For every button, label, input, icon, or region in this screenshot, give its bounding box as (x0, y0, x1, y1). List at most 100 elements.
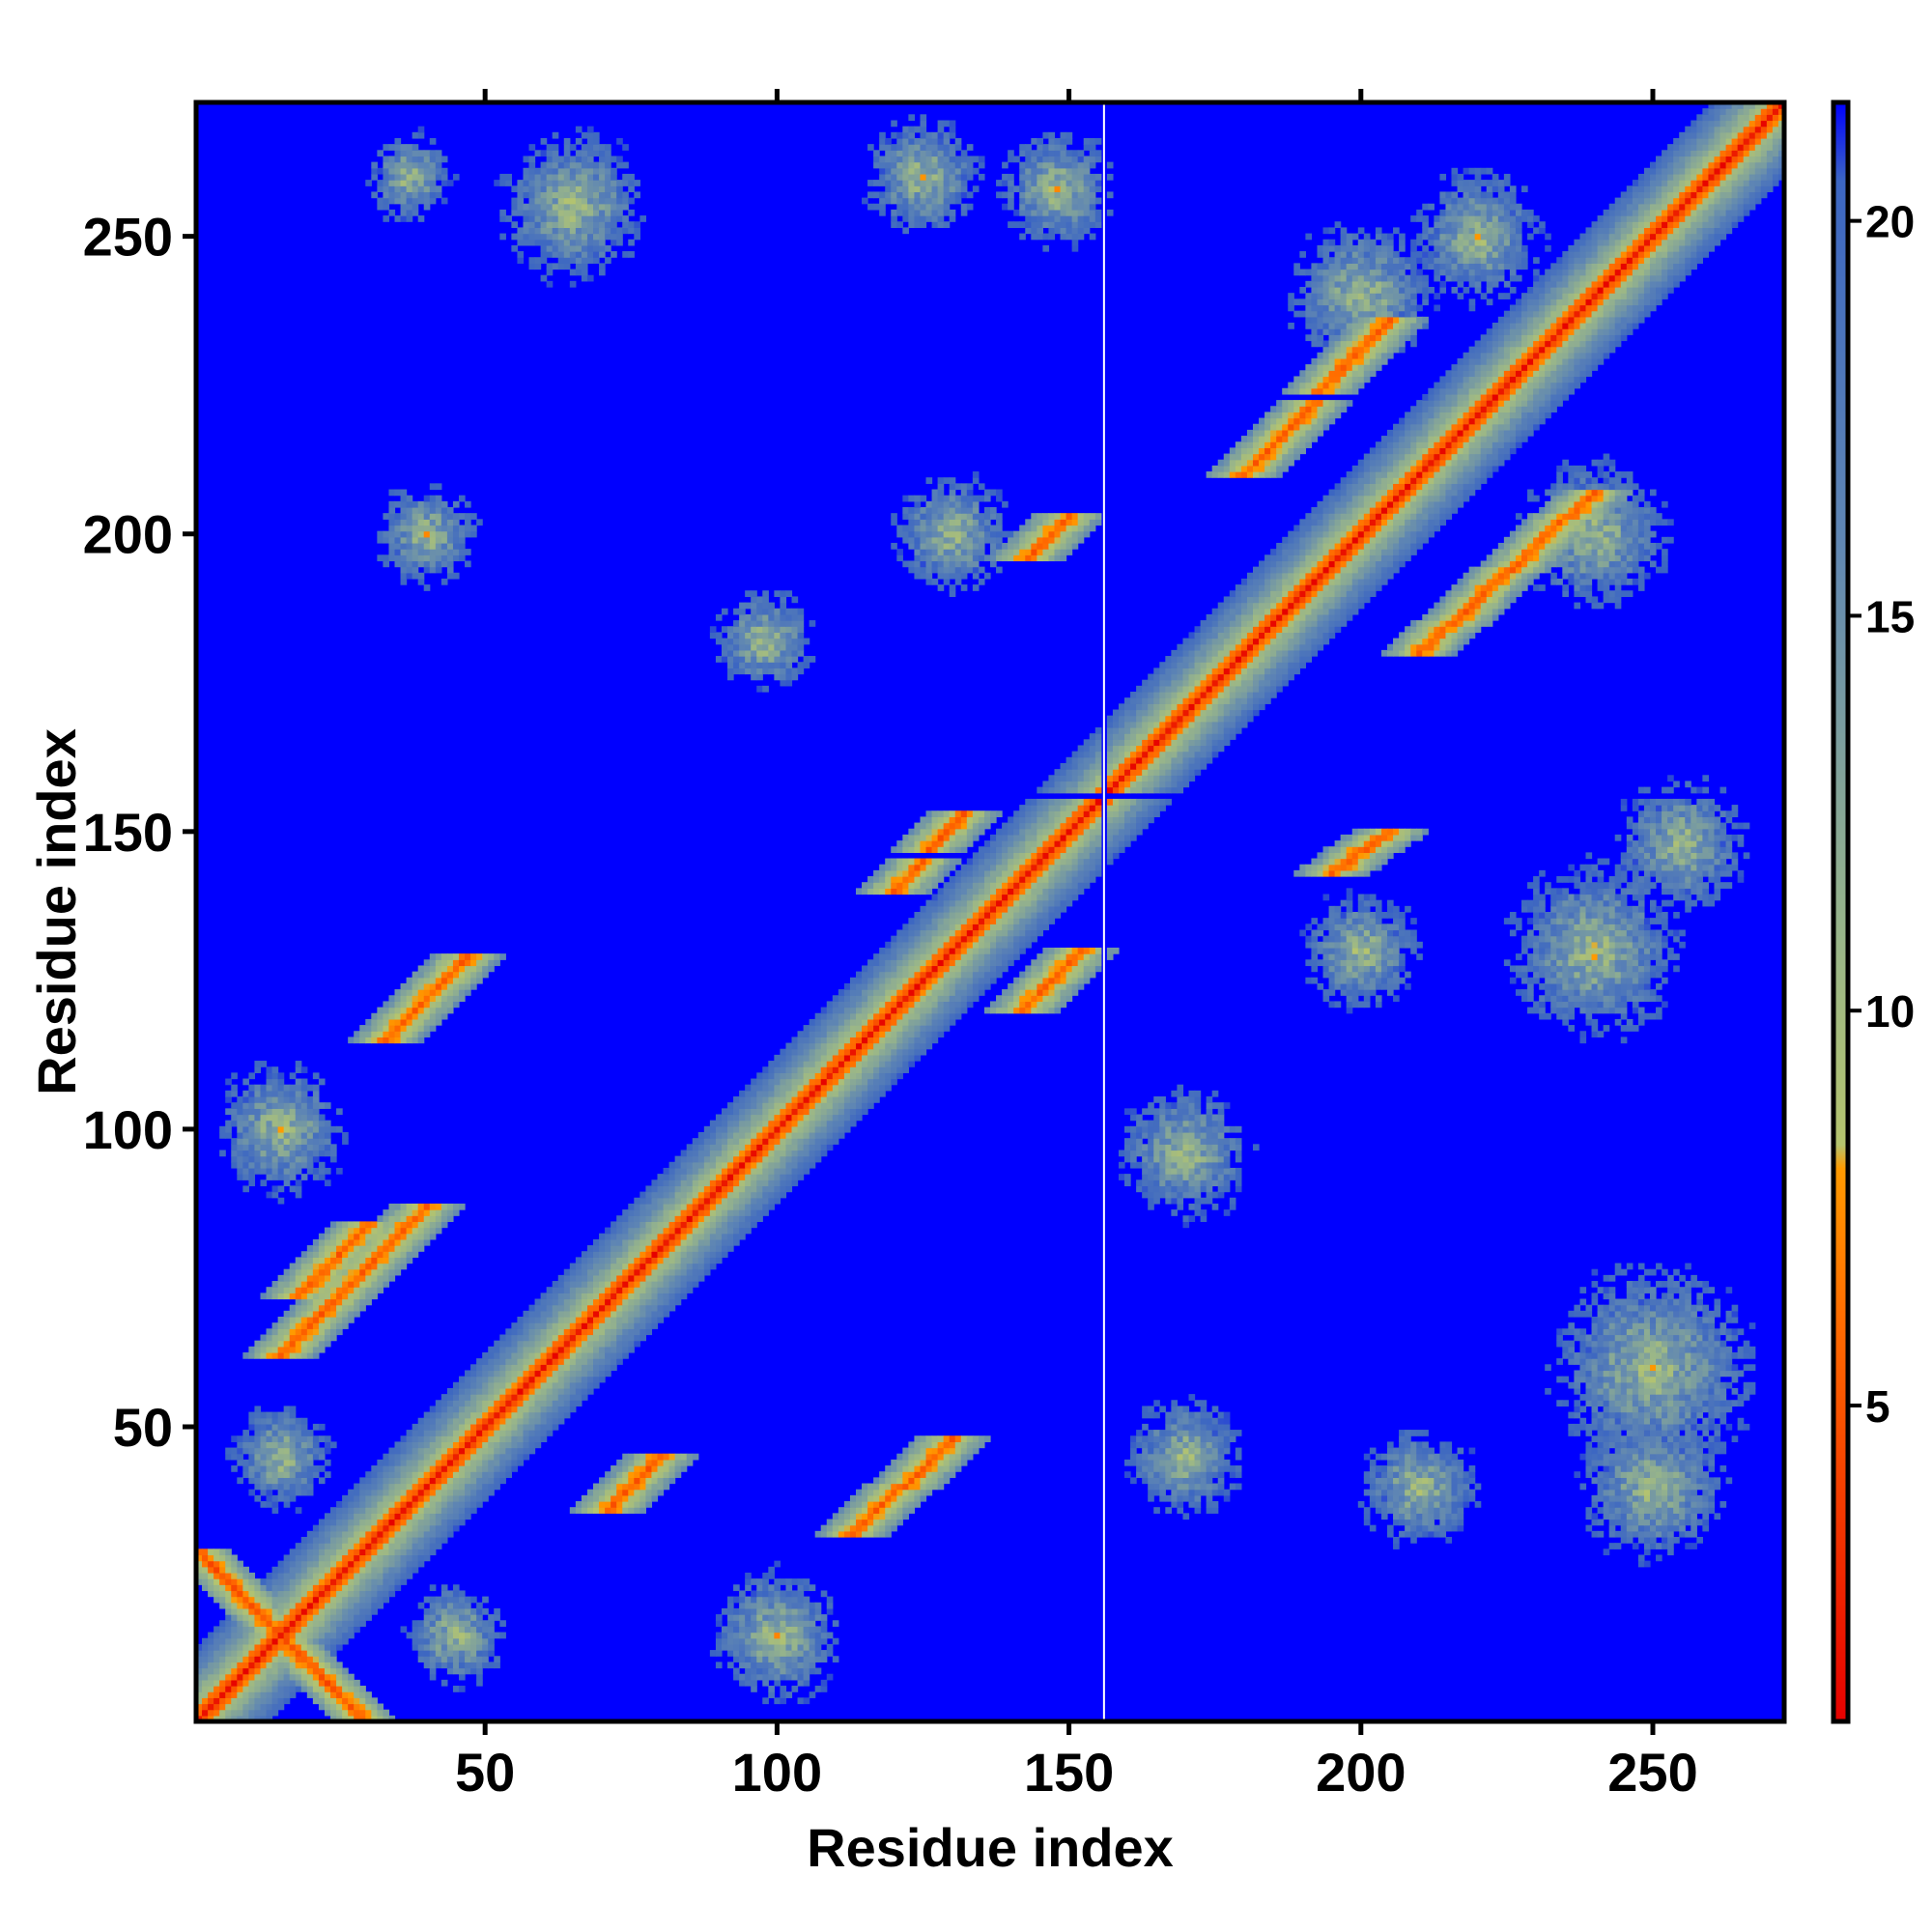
heatmap-cell (277, 1637, 285, 1645)
heatmap-cell (225, 1656, 232, 1662)
heatmap-cell (855, 1530, 863, 1538)
heatmap-cell (446, 1441, 454, 1449)
heatmap-cell (318, 1453, 326, 1461)
heatmap-cell (1696, 1465, 1703, 1472)
heatmap-cell (1690, 1340, 1697, 1348)
heatmap-cell (318, 1304, 326, 1312)
heatmap-cell (1177, 1507, 1184, 1514)
heatmap-cell (318, 1423, 326, 1431)
heatmap-cell (306, 1686, 314, 1692)
heatmap-cell (902, 1489, 909, 1496)
heatmap-cell (1574, 1351, 1581, 1359)
heatmap-cell (1375, 1453, 1382, 1461)
heatmap-cell (295, 1274, 302, 1282)
heatmap-cell (762, 1643, 769, 1651)
heatmap-cell (1626, 1346, 1639, 1353)
heatmap-cell (1632, 1317, 1639, 1323)
heatmap-cell (1597, 1394, 1605, 1401)
heatmap-cell (1696, 1435, 1703, 1442)
heatmap-cell (1626, 1351, 1634, 1359)
heatmap-cell (412, 1554, 419, 1562)
heatmap-cell (365, 1596, 372, 1604)
heatmap-cell (318, 1560, 326, 1568)
heatmap-cell (657, 1459, 665, 1466)
heatmap-cell (470, 1662, 477, 1669)
heatmap-cell (1667, 1501, 1674, 1508)
heatmap-cell (505, 1447, 512, 1455)
heatmap-cell (575, 1293, 582, 1300)
heatmap-cell (295, 1667, 302, 1675)
heatmap-cell (843, 1519, 851, 1526)
heatmap-cell (1399, 1465, 1406, 1472)
heatmap-cell (248, 1596, 256, 1604)
heatmap-cell (552, 1322, 559, 1329)
heatmap-cell (1159, 1406, 1166, 1413)
heatmap-cell (1637, 1274, 1645, 1282)
heatmap-cell (306, 1536, 314, 1544)
heatmap-cell (1206, 1453, 1213, 1461)
heatmap-cell (1422, 1524, 1429, 1532)
heatmap-cell (300, 1656, 308, 1662)
heatmap-cell (1585, 1423, 1593, 1431)
heatmap-cell (383, 1554, 390, 1562)
heatmap-cell (348, 1524, 355, 1532)
heatmap-cell (1679, 1293, 1686, 1300)
heatmap-cell (1562, 1400, 1569, 1407)
heatmap-cell (266, 1637, 273, 1645)
heatmap-cell (406, 1530, 413, 1538)
heatmap-cell (1656, 1453, 1662, 1461)
heatmap-cell (388, 1238, 396, 1246)
heatmap-cell (388, 1566, 396, 1574)
heatmap-cell (242, 1632, 249, 1639)
heatmap-cell (330, 1620, 337, 1628)
heatmap-cell (342, 1632, 349, 1639)
heatmap-cell (336, 1632, 343, 1639)
heatmap-cell (668, 1287, 676, 1293)
heatmap-cell (365, 1607, 372, 1615)
heatmap-cell (394, 1263, 402, 1270)
heatmap-cell (289, 1471, 297, 1478)
heatmap-cell (814, 1667, 822, 1675)
heatmap-cell (1708, 1381, 1716, 1389)
heatmap-cell (318, 1697, 326, 1705)
heatmap-cell (657, 1268, 665, 1276)
heatmap-cell (1165, 1435, 1172, 1442)
heatmap-cell (774, 1614, 781, 1621)
heatmap-cell (1375, 1483, 1382, 1491)
heatmap-cell (295, 1596, 302, 1604)
heatmap-cell (593, 1358, 600, 1365)
heatmap-cell (1708, 1376, 1716, 1383)
heatmap-cell (639, 1453, 646, 1461)
heatmap-cell (295, 1614, 302, 1621)
heatmap-cell (266, 1667, 273, 1675)
heatmap-cell (289, 1632, 297, 1639)
heatmap-cell (324, 1572, 331, 1579)
heatmap-cell (213, 1656, 220, 1662)
heatmap-cell (494, 1417, 500, 1425)
heatmap-cell (879, 1471, 886, 1478)
heatmap-cell (692, 1251, 699, 1258)
heatmap-cell (248, 1411, 256, 1419)
heatmap-cell (1685, 1364, 1691, 1372)
heatmap-cell (342, 1697, 349, 1705)
heatmap-cell (517, 1423, 525, 1431)
heatmap-cell (873, 1530, 880, 1538)
heatmap-cell (920, 1471, 927, 1478)
heatmap-cell (470, 1435, 477, 1442)
heatmap-cell (388, 1263, 396, 1270)
heatmap-cell (563, 1351, 571, 1359)
heatmap-cell (1637, 1477, 1645, 1485)
heatmap-cell (1679, 1381, 1686, 1389)
heatmap-cell (1136, 1435, 1143, 1442)
heatmap-cell (1632, 1411, 1639, 1419)
heatmap-cell (488, 1489, 495, 1496)
heatmap-cell (237, 1614, 243, 1621)
heatmap-cell (365, 1501, 372, 1508)
heatmap-cell (300, 1430, 308, 1436)
heatmap-cell (330, 1602, 337, 1609)
heatmap-cell (605, 1507, 611, 1514)
heatmap-cell (440, 1459, 448, 1466)
heatmap-cell (260, 1709, 268, 1717)
heatmap-cell (931, 1459, 939, 1466)
heatmap-cell (330, 1709, 337, 1717)
